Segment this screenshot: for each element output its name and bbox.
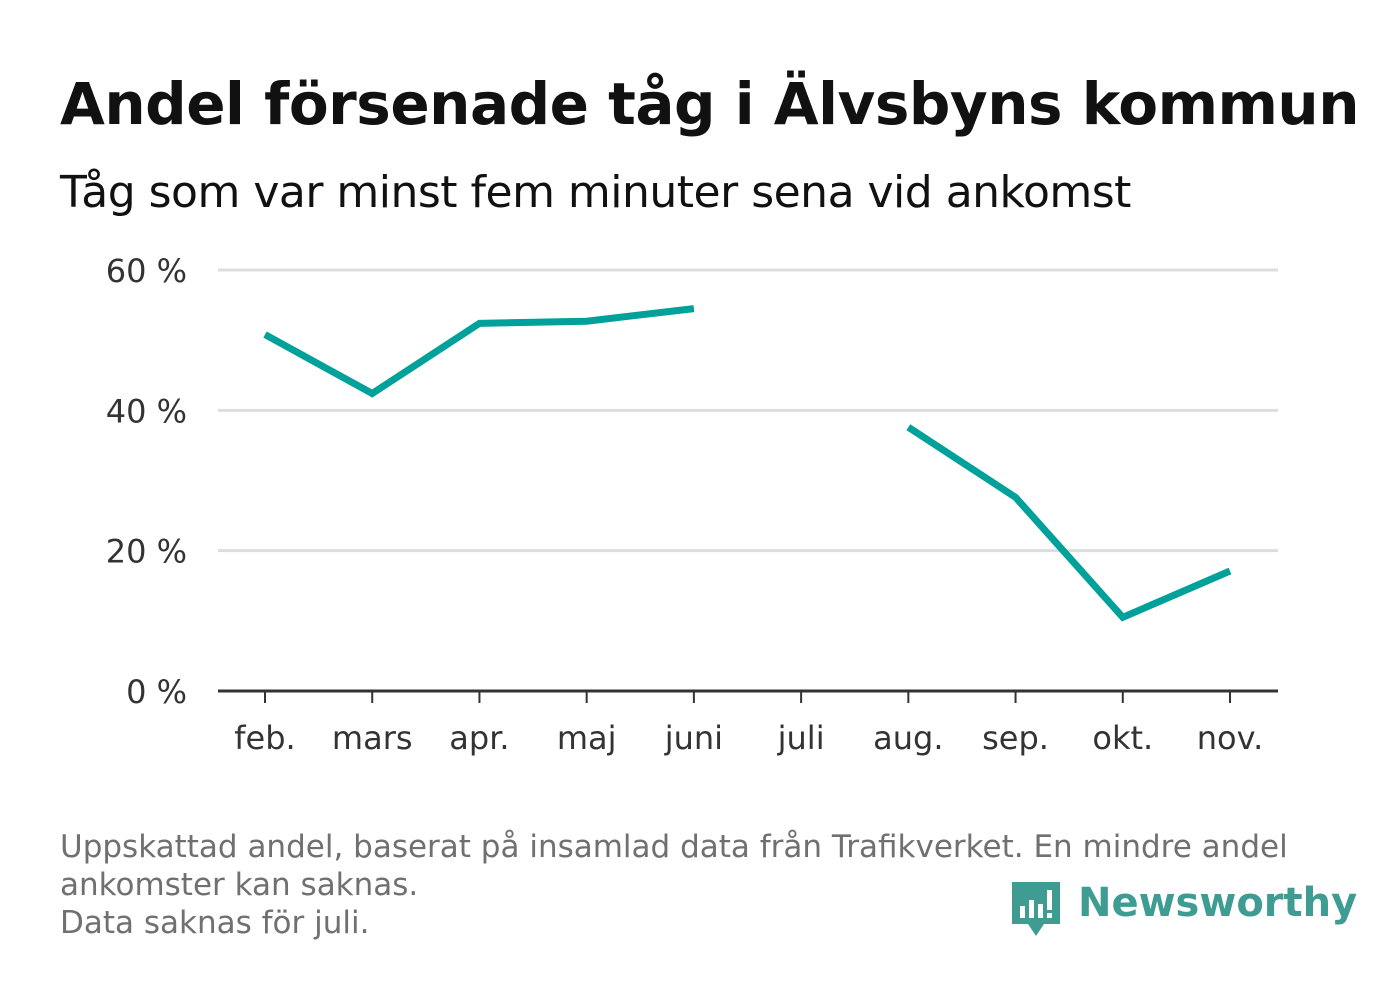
newsworthy-logo-icon: [1012, 882, 1060, 936]
x-tick-label: aug.: [873, 719, 943, 757]
y-tick-label: 40 %: [106, 392, 187, 430]
x-tick-label: nov.: [1197, 719, 1263, 757]
x-tick-label: juni: [664, 719, 723, 757]
x-tick-label: juli: [777, 719, 825, 757]
chart-title: Andel försenade tåg i Älvsbyns kommun: [60, 70, 1360, 138]
x-axis: [218, 689, 1278, 703]
y-axis-tick-labels: 0 % 20 % 40 % 60 %: [106, 252, 187, 711]
gridlines: [218, 268, 1278, 553]
footnote-line-2: ankomster kan saknas.: [60, 867, 419, 903]
x-tick-label: apr.: [449, 719, 509, 757]
footnote-line-1: Uppskattad andel, baserat på insamlad da…: [60, 829, 1288, 865]
series-line: [906, 424, 1232, 622]
series-line: [263, 305, 695, 398]
x-tick-label: maj: [557, 719, 617, 757]
y-tick-label: 20 %: [106, 533, 187, 571]
y-tick-label: 0 %: [126, 673, 187, 711]
x-tick-label: sep.: [982, 719, 1049, 757]
brand-name: Newsworthy: [1078, 880, 1358, 926]
x-axis-tick-labels: feb. mars apr. maj juni juli aug. sep. okt. nov.: [234, 719, 1263, 757]
chart-subtitle: Tåg som var minst fem minuter sena vid a…: [60, 167, 1131, 218]
footnote-line-3: Data saknas för juli.: [60, 905, 370, 941]
x-tick-label: okt.: [1092, 719, 1153, 757]
x-tick-label: mars: [332, 719, 413, 757]
footnote: Uppskattad andel, baserat på insamlad da…: [60, 828, 1320, 942]
x-tick-label: feb.: [234, 719, 295, 757]
y-tick-label: 60 %: [106, 252, 187, 290]
series-lines: [263, 305, 1232, 622]
newsworthy-logo[interactable]: Newsworthy: [1010, 878, 1357, 942]
